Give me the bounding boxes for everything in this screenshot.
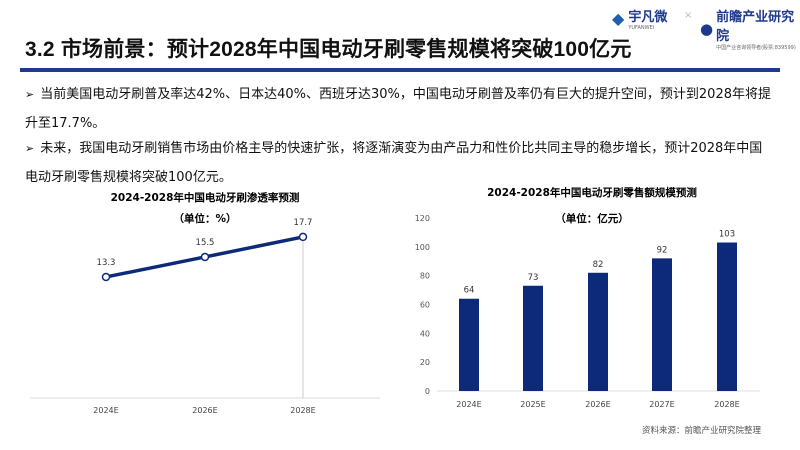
line-point (200, 252, 210, 262)
bullet-1: ➢ 当前美国电动牙刷普及率达42%、日本达40%、西班牙达30%，中国电动牙刷普及… (25, 80, 775, 138)
page-title: 3.2 市场前景：预计2028年中国电动牙刷零售规模将突破100亿元 (25, 38, 632, 61)
bullet-text: 未来，我国电动牙刷销售市场由价格主导的快速扩张，将逐渐演变为由产品力和性价比共同… (25, 141, 763, 185)
bar-data-label: 64 (464, 286, 475, 296)
qianzhan-logo: ● 前瞻产业研究院 中国产业咨询领导者(股票:839599) (700, 6, 800, 51)
bar-y-tick-label: 0 (425, 387, 430, 396)
bar-data-label: 92 (657, 245, 668, 255)
bar-data-label: 73 (528, 273, 539, 283)
line-data-label: 15.5 (196, 238, 215, 248)
logo-right-sub: 中国产业咨询领导者(股票:839599) (716, 45, 796, 51)
line-x-tick-label: 2024E (93, 406, 118, 415)
bullet-2: ➢ 未来，我国电动牙刷销售市场由价格主导的快速扩张，将逐渐演变为由产品力和性价比共… (25, 134, 775, 192)
line-point (298, 232, 308, 242)
bar-x-tick-label: 2027E (649, 400, 674, 409)
bar-chart-title: 2024-2028年中国电动牙刷零售额规模预测 (487, 186, 697, 199)
bar-data-label: 103 (719, 230, 735, 240)
line-chart-subtitle: （单位：%） (173, 212, 236, 225)
line-x-tick-label: 2028E (290, 406, 315, 415)
bar-y-tick-label: 100 (415, 243, 430, 252)
line-data-label: 13.3 (97, 258, 116, 268)
logo-right-text: 前瞻产业研究院 (716, 10, 795, 44)
bar-y-tick-label: 120 (415, 214, 430, 223)
yufanwei-logo: ◆ 宇凡微 YUFANWEI (612, 9, 668, 31)
logo-separator: × (684, 10, 693, 21)
bar-x-tick-label: 2026E (585, 400, 610, 409)
bar-x-tick-label: 2025E (520, 400, 545, 409)
line-chart-title: 2024-2028年中国电动牙刷渗透率预测 (111, 191, 300, 204)
bar-y-tick-label: 20 (420, 358, 430, 367)
bar-y-tick-label: 80 (420, 272, 430, 281)
title-divider (20, 68, 780, 72)
bar-y-tick-label: 60 (420, 301, 430, 310)
bar-x-tick-label: 2028E (714, 400, 739, 409)
logo-left-sub: YUFANWEI (628, 25, 655, 31)
bar (588, 272, 608, 391)
bar-x-tick-label: 2024E (456, 400, 481, 409)
arrow-bullet-icon: ➢ (25, 142, 35, 155)
bar (652, 258, 672, 391)
bar (523, 285, 543, 391)
source-note: 资料来源：前瞻产业研究院整理 (642, 426, 762, 436)
bar-chart-subtitle: （单位：亿元） (555, 212, 629, 225)
bar (717, 242, 737, 391)
bar-data-label: 82 (593, 260, 604, 270)
line-data-label: 17.7 (294, 218, 313, 228)
bar-y-tick-label: 40 (420, 329, 430, 338)
line-x-tick-label: 2026E (192, 406, 217, 415)
arrow-bullet-icon: ➢ (25, 88, 35, 101)
line-point (101, 272, 111, 282)
bullet-text: 当前美国电动牙刷普及率达42%、日本达40%、西班牙达30%，中国电动牙刷普及率… (25, 87, 771, 131)
logo-left-text: 宇凡微 (628, 10, 668, 25)
bar (459, 298, 479, 391)
